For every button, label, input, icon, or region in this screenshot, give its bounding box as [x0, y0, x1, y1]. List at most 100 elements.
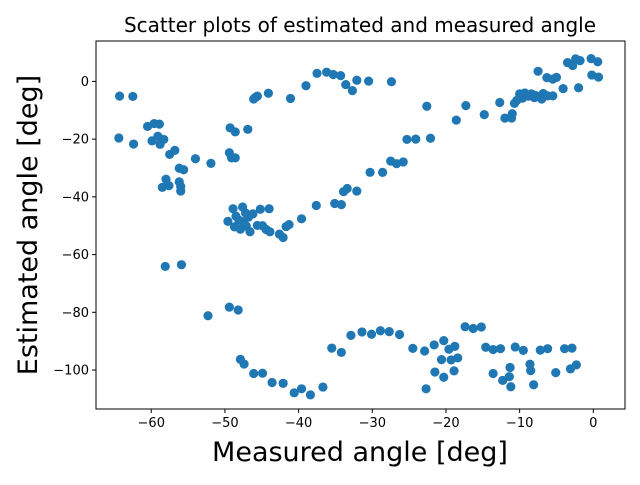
scatter-point	[164, 181, 174, 191]
scatter-point	[510, 342, 520, 352]
scatter-point	[264, 204, 274, 214]
scatter-point	[436, 355, 447, 365]
scatter-point	[336, 200, 346, 210]
scatter-point	[421, 384, 431, 394]
scatter-point	[128, 139, 139, 149]
scatter-point	[468, 323, 478, 334]
x-tick-label: −10	[506, 416, 533, 431]
scatter-point	[422, 101, 432, 111]
scatter-point	[255, 204, 265, 214]
y-axis-label: Estimated angle [deg]	[13, 75, 44, 375]
scatter-point	[481, 342, 491, 352]
x-tick-label: −20	[432, 416, 459, 431]
scatter-point	[114, 133, 124, 143]
y-tick-label: −60	[62, 248, 89, 263]
y-tick-label: −40	[62, 190, 89, 205]
scatter-point	[160, 261, 170, 272]
scatter-point	[263, 88, 274, 98]
scatter-point	[551, 368, 561, 378]
scatter-point	[284, 219, 294, 230]
scatter-point	[518, 345, 528, 356]
scatter-point	[229, 222, 240, 232]
scatter-point	[488, 344, 498, 355]
scatter-point	[176, 181, 186, 192]
scatter-point	[278, 232, 288, 243]
scatter-point	[285, 93, 296, 104]
scatter-point	[206, 158, 216, 168]
scatter-point	[278, 378, 288, 388]
scatter-point	[495, 97, 505, 108]
scatter-point	[233, 305, 243, 315]
scatter-point	[587, 70, 597, 80]
scatter-point	[507, 109, 517, 119]
scatter-point	[378, 167, 388, 177]
scatter-point	[451, 115, 461, 125]
scatter-point	[301, 81, 311, 91]
scatter-point	[533, 66, 543, 76]
x-axis-label: Measured angle [deg]	[212, 437, 508, 468]
scatter-point	[384, 327, 394, 337]
scatter-point	[411, 134, 421, 144]
y-tick-label: 0	[81, 75, 89, 90]
scatter-point	[267, 377, 277, 388]
scatter-point	[352, 75, 362, 85]
scatter-point	[551, 72, 562, 82]
scatter-point	[328, 69, 338, 80]
scatter-point	[525, 359, 535, 369]
scatter-point	[505, 362, 515, 373]
y-tick-label: −20	[62, 133, 89, 148]
scatter-point	[305, 390, 315, 400]
scatter-point	[366, 329, 377, 339]
scatter-point	[223, 216, 233, 226]
scatter-point	[500, 113, 510, 123]
scatter-point	[365, 167, 375, 177]
scatter-point	[495, 344, 506, 354]
scatter-point	[224, 302, 234, 312]
scatter-point	[398, 157, 408, 167]
y-tick-label: −80	[62, 306, 89, 321]
scatter-point	[548, 91, 558, 101]
scatter-point	[375, 326, 385, 336]
scatter-point	[342, 183, 352, 194]
scatter-point	[479, 110, 489, 120]
scatter-point	[357, 327, 367, 337]
plot-frame	[95, 40, 626, 410]
x-tick-label: −60	[138, 416, 165, 431]
scatter-point	[257, 368, 268, 378]
scatter-point	[312, 68, 322, 78]
scatter-point	[543, 344, 553, 354]
ticks-layer: −60 −50 −40 −30 −20 −10 0−100−80−60−40−200	[53, 75, 597, 431]
scatter-point	[450, 341, 460, 351]
scatter-point	[559, 344, 570, 354]
scatter-point	[296, 384, 307, 394]
scatter-point	[425, 133, 436, 143]
x-tick-label: −40	[285, 416, 312, 431]
scatter-point	[311, 200, 321, 211]
scatter-point	[352, 186, 362, 196]
scatter-point	[346, 330, 356, 340]
scatter-point	[248, 209, 258, 219]
scatter-point	[453, 353, 463, 363]
scatter-point	[327, 343, 337, 353]
scatter-point	[230, 153, 240, 163]
scatter-point	[265, 227, 275, 237]
scatter-point	[506, 382, 516, 392]
scatter-point	[249, 368, 259, 379]
scatter-point	[573, 83, 584, 93]
scatter-point	[245, 227, 255, 237]
x-tick-label: −50	[211, 416, 238, 431]
scatter-point	[402, 134, 412, 145]
scatter-point	[230, 127, 240, 137]
scatter-point	[593, 57, 603, 67]
scatter-point	[243, 124, 253, 134]
scatter-point	[439, 372, 449, 382]
scatter-point	[449, 366, 459, 376]
scatter-point	[408, 343, 418, 353]
scatter-point	[159, 134, 169, 145]
scatter-point	[296, 214, 307, 224]
scatter-point	[476, 322, 486, 332]
points-layer	[114, 54, 604, 400]
x-tick-label: 0	[589, 416, 597, 431]
